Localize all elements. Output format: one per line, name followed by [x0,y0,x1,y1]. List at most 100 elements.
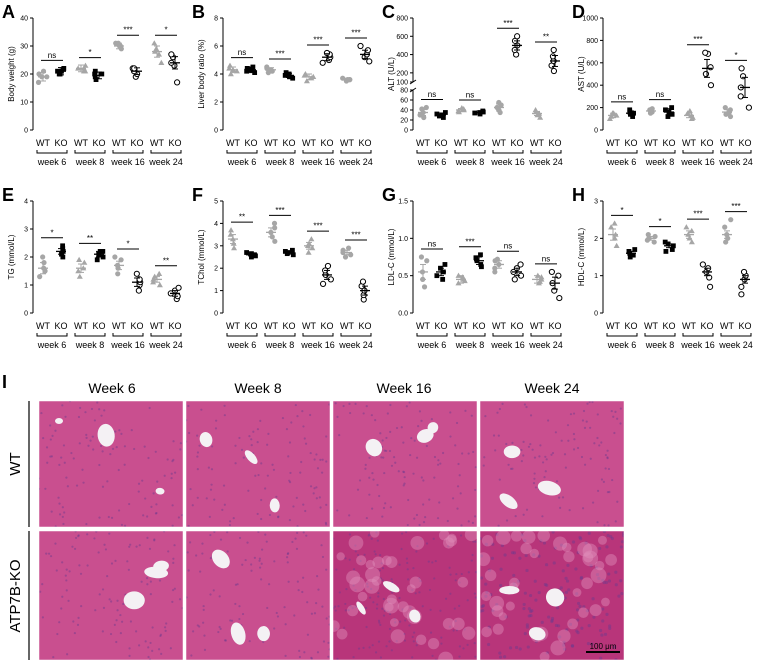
x-group-label-wt: WT [682,321,696,331]
nucleus-dot [148,658,152,660]
steatosis-patch [583,552,594,563]
y-axis-title: Liver body ratio (%) [197,39,206,109]
nucleus-dot [591,501,595,504]
x-group-label-ko: KO [282,138,295,148]
nucleus-dot [567,439,570,442]
nucleus-dot [100,444,103,448]
significance-label: *** [351,231,360,240]
nucleus-dot [352,568,356,571]
nucleus-dot [297,589,300,592]
nucleus-dot [369,596,372,599]
nucleus-dot [223,503,226,506]
nucleus-dot [101,630,104,633]
nucleus-dot [201,552,204,555]
vessel-lumen [383,581,400,593]
nucleus-dot [366,582,369,585]
nucleus-dot [262,640,265,644]
steatosis-patch [509,577,520,589]
y-axis-title: HDL-C (mmol/L) [577,228,586,287]
nucleus-dot [567,588,571,592]
ko-point [440,277,446,282]
steatosis-patch [561,542,572,553]
nucleus-dot [196,624,199,627]
nucleus-dot [115,640,118,644]
nucleus-dot [324,521,328,524]
nucleus-dot [265,540,268,543]
nucleus-dot [292,505,295,508]
nucleus-dot [480,554,483,558]
nucleus-dot [596,436,599,440]
nucleus-dot [285,556,289,559]
nucleus-dot [605,545,609,549]
nucleus-dot [550,616,555,621]
nucleus-dot [538,455,541,458]
nucleus-dot [382,456,385,459]
micrograph-border [479,530,625,661]
nucleus-dot [273,627,276,630]
nucleus-dot [310,657,313,660]
x-group-label-wt: WT [606,138,620,148]
nucleus-dot [117,509,121,512]
nucleus-dot [523,403,527,406]
wt-point [423,104,429,111]
nucleus-dot [560,439,563,442]
wt-point [308,236,315,242]
ko-point [738,65,745,72]
panel-letter-h: H [572,185,585,205]
x-group-label-ko: KO [662,321,675,331]
nucleus-dot [385,645,388,648]
ko-point [706,283,714,290]
ko-point [319,59,326,66]
nucleus-dot [221,508,224,511]
x-group-label-ko: KO [92,138,105,148]
nucleus-dot [433,476,436,479]
nucleus-dot [73,547,77,550]
nucleus-dot [189,541,192,544]
ko-point [357,42,364,50]
nucleus-dot [383,449,386,452]
nucleus-dot [141,479,144,482]
nucleus-dot [374,553,377,556]
nucleus-dot [452,629,455,632]
vessel-lumen [257,626,270,642]
x-group-label-ko: KO [548,138,561,148]
nucleus-dot [210,445,214,448]
nucleus-dot [358,479,362,482]
nucleus-dot [155,503,158,506]
nucleus-dot [42,436,45,440]
x-group-label-wt: WT [454,138,468,148]
nucleus-dot [196,496,199,499]
tissue-texture [39,531,183,660]
nucleus-dot [384,502,387,505]
nucleus-dot [597,576,601,580]
nucleus-dot [511,441,514,445]
x-timepoint-label: week 16 [490,157,525,167]
nucleus-dot [561,496,565,499]
nucleus-dot [248,435,251,438]
nucleus-dot [248,640,251,643]
nucleus-dot [195,554,198,557]
wt-point [81,259,88,265]
nucleus-dot [455,629,459,632]
nucleus-dot [256,428,260,431]
wt-point [76,273,83,279]
tissue-background [186,531,330,660]
nucleus-dot [432,537,435,540]
nucleus-dot [563,647,567,651]
x-group-label-wt: WT [416,321,430,331]
nucleus-dot [551,531,555,534]
x-timepoint-label: week 6 [37,340,67,350]
wt-point [611,220,618,226]
nucleus-dot [481,608,485,613]
nucleus-dot [494,449,497,452]
x-group-label-wt: WT [112,138,126,148]
nucleus-dot [487,568,492,572]
nucleus-dot [320,471,324,474]
y-tick-label: 20 [20,72,28,79]
nucleus-dot [480,576,484,580]
nucleus-dot [328,648,330,651]
nucleus-dot [483,456,486,459]
nucleus-dot [137,490,140,493]
nucleus-dot [45,552,48,555]
